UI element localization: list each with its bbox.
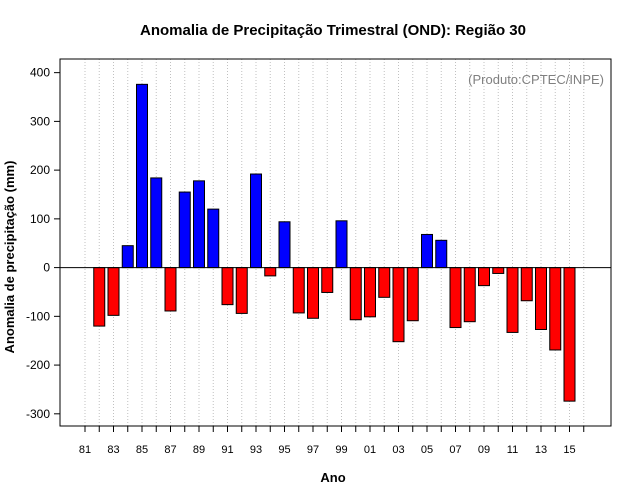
bar-01 — [364, 267, 376, 318]
bar-92 — [235, 267, 248, 314]
bar-03 — [392, 267, 405, 343]
bar-89 — [193, 180, 205, 269]
bar-93 — [250, 173, 262, 269]
bar-04 — [406, 267, 419, 322]
bar-85 — [136, 83, 148, 269]
bar-99 — [335, 220, 348, 269]
bars — [93, 83, 576, 402]
bar-05 — [421, 233, 433, 269]
bar-86 — [150, 177, 163, 269]
credit-text: (Produto:CPTEC/INPE) — [468, 72, 604, 87]
x-tick-label: 11 — [507, 444, 518, 456]
bar-11 — [506, 267, 519, 333]
plot-frame — [59, 58, 612, 427]
bar-84 — [121, 245, 134, 269]
bar-00 — [349, 267, 362, 321]
y-tick-label: -200 — [26, 358, 50, 372]
bar-10 — [492, 267, 505, 274]
bar-83 — [107, 267, 120, 316]
bar-97 — [307, 267, 319, 319]
x-tick-label: 09 — [478, 444, 490, 456]
y-tick-label: 200 — [30, 163, 50, 177]
x-tick-label: 15 — [563, 444, 575, 456]
x-tick-label: 99 — [335, 444, 347, 456]
bar-06 — [435, 239, 448, 269]
bar-90 — [207, 208, 220, 269]
bar-15 — [563, 267, 576, 402]
y-axis: -300 -200 -100 0 100 200 300 400 — [26, 66, 60, 421]
x-tick-label: 95 — [278, 444, 290, 456]
bar-07 — [449, 267, 462, 329]
y-tick-label: 0 — [43, 261, 50, 275]
x-tick-label: 91 — [221, 444, 233, 456]
y-tick-label: -300 — [26, 407, 50, 421]
x-tick-label: 01 — [364, 444, 376, 456]
bar-02 — [378, 267, 391, 298]
y-axis-label: Anomalia de precipitação (mm) — [2, 161, 17, 354]
x-tick-label: 93 — [250, 444, 262, 456]
bar-13 — [535, 267, 547, 330]
y-tick-label: -100 — [26, 309, 50, 323]
bar-88 — [178, 191, 191, 269]
x-tick-label: 83 — [107, 444, 119, 456]
chart-title: Anomalia de Precipitação Trimestral (OND… — [140, 22, 526, 39]
x-tick-label: 07 — [449, 444, 461, 456]
y-tick-label: 300 — [30, 114, 50, 128]
bar-98 — [321, 267, 334, 293]
bar-08 — [463, 267, 476, 323]
bar-14 — [549, 267, 562, 351]
y-tick-label: 400 — [30, 66, 50, 80]
x-axis-label: Ano — [320, 470, 345, 485]
x-tick-label: 87 — [164, 444, 176, 456]
x-tick-label: 03 — [392, 444, 404, 456]
x-tick-label: 97 — [307, 444, 319, 456]
bar-87 — [164, 267, 177, 312]
x-tick-label: 05 — [421, 444, 433, 456]
x-tick-label: 85 — [136, 444, 148, 456]
y-tick-label: 100 — [30, 212, 50, 226]
bar-91 — [221, 267, 234, 306]
x-tick-label: 13 — [535, 444, 547, 456]
bar-94 — [264, 267, 277, 277]
bar-95 — [278, 221, 291, 269]
bar-82 — [93, 267, 106, 327]
bar-09 — [478, 267, 490, 287]
bar-12 — [520, 267, 533, 302]
bar-96 — [292, 267, 305, 314]
x-tick-label: 89 — [193, 444, 205, 456]
x-tick-label: 81 — [79, 444, 91, 456]
x-axis: 81 83 85 87 89 91 93 95 97 99 01 03 05 07 09 11 13 15 — [79, 426, 585, 456]
